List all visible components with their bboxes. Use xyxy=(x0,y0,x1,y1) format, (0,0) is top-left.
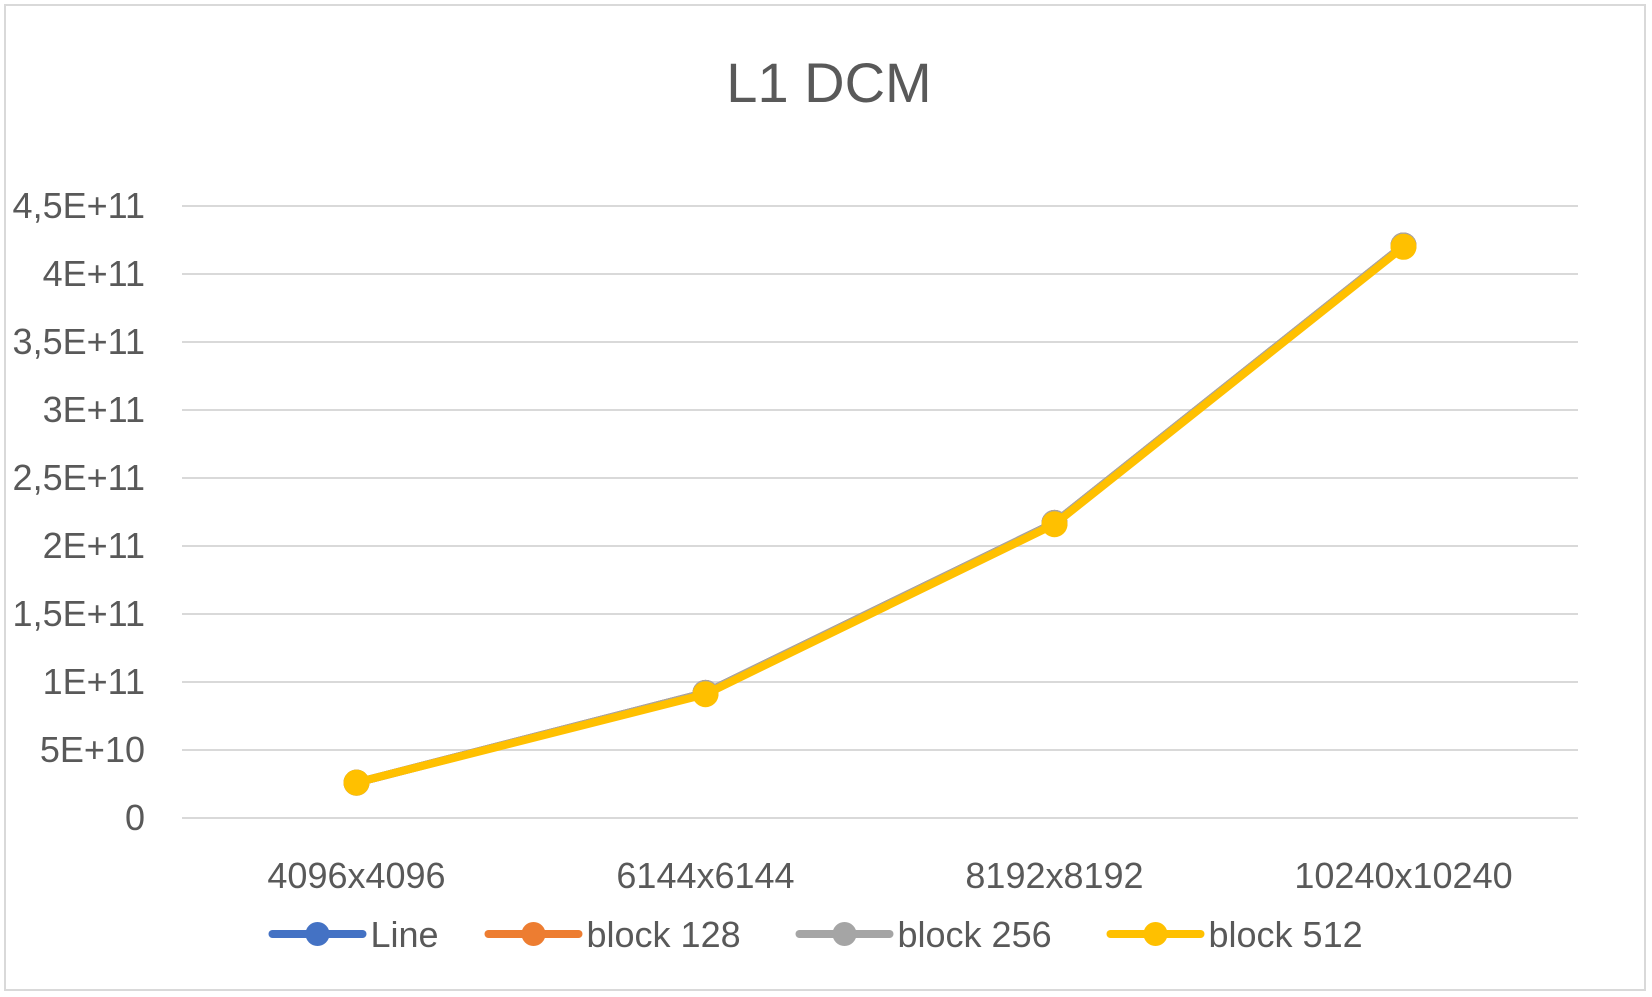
series-line xyxy=(352,242,1408,787)
y-tick-label: 1E+11 xyxy=(43,661,145,702)
legend-label: block 128 xyxy=(587,914,741,955)
x-axis-tick-labels: 4096x4096 6144x6144 8192x8192 10240x10240 xyxy=(267,855,1512,896)
series-block-256 xyxy=(343,232,1417,796)
y-tick-label: 2,5E+11 xyxy=(13,457,145,498)
data-point xyxy=(343,769,370,796)
legend-swatch-marker xyxy=(521,922,546,946)
y-tick-label: 3,5E+11 xyxy=(13,321,145,362)
y-axis-tick-labels: 0 5E+10 1E+11 1,5E+11 2E+11 2,5E+11 3E+11 3,5E+… xyxy=(13,185,145,838)
series-line xyxy=(352,241,1408,787)
series-line xyxy=(352,241,1408,787)
legend-swatch-marker xyxy=(305,922,330,946)
y-tick-label: 5E+10 xyxy=(40,729,145,770)
data-point xyxy=(1390,233,1417,260)
legend-label: Line xyxy=(371,914,439,955)
legend-item: block 128 xyxy=(484,914,741,955)
y-tick-label: 2E+11 xyxy=(43,525,145,566)
y-tick-label: 0 xyxy=(125,797,145,838)
x-tick-label: 10240x10240 xyxy=(1294,855,1512,896)
legend-swatch-marker xyxy=(1143,922,1168,946)
series-block-128 xyxy=(343,232,1417,796)
data-point xyxy=(1041,511,1068,538)
legend: Line block 128 block 256 block 512 xyxy=(268,914,1363,955)
data-point xyxy=(692,681,719,708)
x-tick-label: 8192x8192 xyxy=(965,855,1143,896)
legend-item: Line xyxy=(268,914,439,955)
y-tick-label: 1,5E+11 xyxy=(13,593,145,634)
x-tick-label: 6144x6144 xyxy=(616,855,794,896)
series-block-512 xyxy=(343,233,1417,796)
series-layer xyxy=(343,232,1417,796)
legend-label: block 256 xyxy=(898,914,1052,955)
x-tick-label: 4096x4096 xyxy=(267,855,445,896)
legend-label: block 512 xyxy=(1209,914,1363,955)
gridlines xyxy=(182,205,1578,819)
y-tick-label: 4E+11 xyxy=(43,253,145,294)
legend-item: block 512 xyxy=(1106,914,1363,955)
chart-frame: L1 DCM 0 5E+10 1E+11 1,5E+11 2E+11 2,5E+11 3E+… xyxy=(4,4,1646,991)
legend-item: block 256 xyxy=(795,914,1052,955)
series-line xyxy=(352,241,1408,787)
series-line xyxy=(343,232,1417,796)
legend-swatch-marker xyxy=(832,922,857,946)
y-tick-label: 4,5E+11 xyxy=(13,185,145,226)
chart-title: L1 DCM xyxy=(726,51,931,114)
line-chart: L1 DCM 0 5E+10 1E+11 1,5E+11 2E+11 2,5E+11 3E+… xyxy=(13,51,1578,955)
y-tick-label: 3E+11 xyxy=(43,389,145,430)
